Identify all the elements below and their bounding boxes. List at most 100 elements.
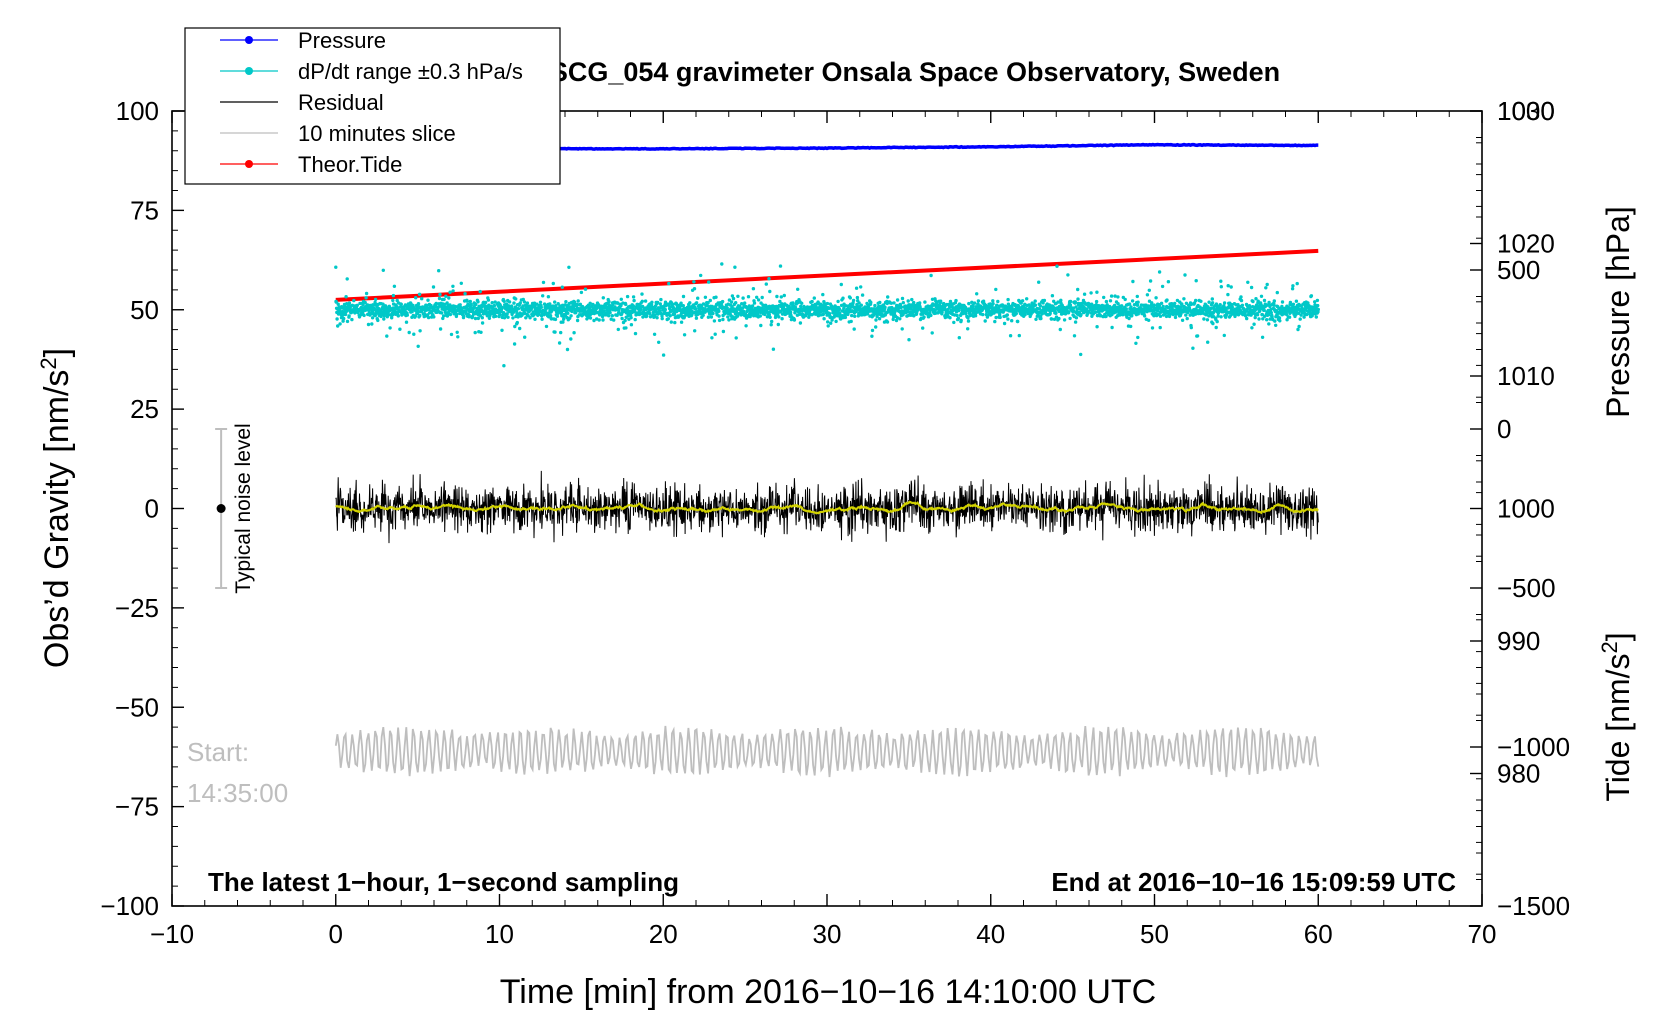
dpdt-point — [398, 327, 402, 331]
dpdt-point — [539, 305, 543, 309]
dpdt-point — [1068, 299, 1073, 304]
dpdt-point — [993, 319, 997, 324]
dpdt-point — [458, 303, 462, 307]
dpdt-point — [729, 300, 734, 304]
dpdt-point — [455, 330, 459, 334]
dpdt-point — [1033, 299, 1037, 303]
dpdt-point — [741, 309, 746, 314]
dpdt-point — [720, 299, 725, 304]
dpdt-point — [679, 320, 684, 324]
pressure-tick-label: 1010 — [1497, 361, 1555, 391]
dpdt-point — [620, 316, 624, 321]
dpdt-point — [1049, 317, 1054, 321]
dpdt-point — [788, 310, 793, 314]
dpdt-point — [741, 296, 745, 300]
dpdt-point — [952, 313, 957, 317]
dpdt-point — [588, 316, 593, 320]
dpdt-point — [780, 302, 784, 306]
dpdt-point — [376, 318, 380, 323]
dpdt-point — [1010, 319, 1014, 323]
start-time-label: 14:35:00 — [187, 778, 288, 808]
dpdt-point — [1130, 299, 1135, 303]
dpdt-point — [1262, 298, 1267, 303]
dpdt-point — [758, 314, 762, 318]
dpdt-point — [1075, 307, 1079, 311]
dpdt-point — [1265, 282, 1269, 287]
dpdt-point — [1219, 279, 1223, 283]
dpdt-point — [566, 311, 570, 315]
dpdt-point — [500, 328, 504, 332]
dpdt-point — [666, 317, 670, 321]
dpdt-point — [973, 314, 978, 318]
dpdt-point — [1180, 318, 1185, 322]
dpdt-point — [1315, 298, 1320, 303]
dpdt-point — [906, 299, 910, 303]
axis-ticks: −10 0 10 20 30 40 50 60 701007550250−25−50−75−10… — [100, 96, 1570, 949]
dpdt-point — [959, 318, 963, 323]
dpdt-point — [894, 318, 899, 323]
dpdt-point — [1079, 352, 1083, 357]
legend-label: Theor.Tide — [298, 152, 402, 177]
dpdt-point — [981, 299, 986, 303]
dpdt-point — [512, 342, 517, 346]
dpdt-point — [792, 318, 797, 322]
dpdt-point — [438, 327, 443, 331]
dpdt-point — [533, 317, 537, 321]
dpdt-point — [512, 301, 516, 305]
dpdt-point — [449, 332, 454, 337]
dpdt-point — [515, 320, 519, 325]
dpdt-point — [952, 320, 956, 325]
dpdt-point — [1259, 303, 1263, 307]
dpdt-point — [599, 304, 603, 308]
dpdt-point — [1131, 279, 1135, 284]
dpdt-point — [1195, 334, 1200, 338]
x-tick-label: 20 — [649, 919, 678, 949]
dpdt-point — [1127, 302, 1132, 306]
dpdt-point — [726, 315, 730, 319]
pressure-tick-label: 990 — [1497, 626, 1540, 656]
dpdt-point — [898, 317, 902, 321]
dpdt-point — [1269, 311, 1274, 315]
dpdt-point — [1305, 312, 1309, 317]
dpdt-point — [701, 302, 706, 306]
dpdt-point — [981, 312, 985, 317]
dpdt-point — [1055, 264, 1059, 268]
dpdt-point — [733, 265, 737, 269]
dpdt-point — [1135, 294, 1140, 299]
dpdt-point — [414, 296, 418, 300]
dpdt-point — [484, 308, 488, 312]
dpdt-point — [1185, 316, 1189, 321]
dpdt-point — [616, 327, 620, 332]
dpdt-point — [1147, 288, 1152, 292]
dpdt-point — [1302, 315, 1306, 319]
x-tick-label: 60 — [1304, 919, 1333, 949]
pressure-tick-label: 1020 — [1497, 229, 1555, 259]
dpdt-point — [1189, 325, 1194, 330]
dpdt-point — [1297, 324, 1301, 329]
dpdt-point — [607, 314, 611, 318]
dpdt-point — [658, 302, 662, 306]
y-left-tick-label: 100 — [116, 96, 159, 126]
dpdt-point — [1194, 279, 1198, 283]
dpdt-point — [1165, 298, 1169, 302]
dpdt-point — [899, 305, 903, 310]
dpdt-point — [857, 301, 861, 305]
dpdt-point — [1006, 297, 1010, 302]
dpdt-point — [850, 313, 854, 318]
dpdt-point — [1181, 310, 1186, 314]
dpdt-point — [511, 316, 515, 320]
dpdt-point — [432, 315, 436, 319]
dpdt-point — [448, 290, 452, 294]
dpdt-point — [1264, 286, 1268, 290]
dpdt-point — [1142, 314, 1147, 318]
dpdt-point — [779, 295, 783, 299]
dpdt-point — [1052, 299, 1056, 303]
dpdt-point — [655, 316, 659, 320]
dpdt-point — [706, 301, 710, 305]
dpdt-point — [821, 292, 825, 297]
dpdt-point — [1194, 298, 1198, 303]
dpdt-point — [1202, 317, 1206, 321]
dpdt-point — [1285, 318, 1289, 322]
dpdt-point — [851, 298, 856, 303]
tide-line — [335, 248, 1319, 302]
